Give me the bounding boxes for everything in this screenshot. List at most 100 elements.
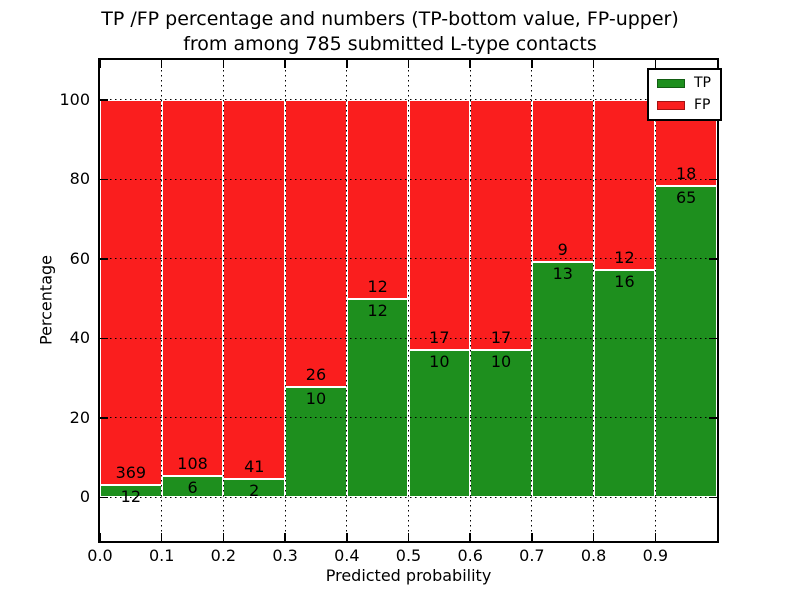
bar-segment-tp	[346, 298, 409, 498]
legend-entry-fp: FP	[657, 98, 711, 113]
fp-count-label: 17	[490, 328, 512, 348]
tp-count-label: 12	[120, 486, 142, 506]
x-tick-mark	[654, 533, 657, 541]
legend-entry-tp: TP	[657, 76, 711, 91]
tp-count-label: 16	[614, 272, 635, 292]
y-tick-mark	[100, 178, 108, 180]
bar-segment-tp	[470, 350, 532, 498]
tp-count-label: 10	[429, 352, 450, 372]
x-tick-label: 0.0	[87, 546, 113, 565]
fp-count-label: 108	[177, 454, 208, 474]
x-tick-mark-top	[222, 60, 225, 68]
x-gridline	[222, 60, 224, 541]
y-tick-label: 40	[69, 328, 90, 348]
y-tick-label: 60	[69, 248, 90, 268]
tp-count-label: 10	[305, 388, 327, 408]
bar-segment-fp	[285, 99, 347, 387]
x-tick-mark	[592, 533, 595, 541]
y-tick-label: 80	[69, 169, 90, 189]
x-gridline	[654, 60, 656, 541]
y-tick-mark	[100, 496, 108, 499]
tp-count-label: 10	[490, 352, 512, 372]
legend-label-tp: TP	[694, 75, 711, 91]
y-tick-mark-right	[709, 258, 717, 260]
x-tick-mark	[99, 533, 101, 541]
bar-segment-fp	[161, 99, 224, 477]
bar-segment-fp	[593, 99, 656, 271]
fp-count-label: 26	[305, 364, 327, 384]
bar-segment-tp	[655, 185, 717, 498]
y-tick-label: 20	[69, 407, 90, 427]
chart-title-line1: TP /FP percentage and numbers (TP-bottom…	[101, 8, 679, 30]
x-tick-mark	[284, 533, 286, 541]
y-tick-label: 0	[79, 487, 90, 507]
x-tick-mark-top	[531, 60, 533, 68]
bar-segment-fp	[408, 99, 471, 351]
bar-segment-fp	[470, 99, 532, 351]
x-tick-mark-top	[592, 60, 595, 68]
y-tick-mark-right	[709, 337, 717, 339]
y-tick-label: 100	[59, 89, 90, 109]
x-tick-label: 0.3	[272, 546, 298, 565]
bar-segment-tp	[593, 270, 656, 498]
x-tick-mark	[531, 533, 533, 541]
fp-count-label: 18	[675, 163, 697, 183]
x-tick-mark	[407, 533, 410, 541]
x-gridline	[593, 60, 595, 541]
x-tick-mark	[469, 533, 471, 541]
tp-count-label: 2	[249, 480, 260, 500]
legend: TP FP	[647, 68, 722, 121]
x-tick-mark-top	[346, 60, 348, 68]
x-axis-title: Predicted probability	[325, 566, 492, 585]
x-tick-label: 0.6	[457, 546, 483, 565]
fp-count-label: 12	[367, 276, 388, 296]
y-tick-mark	[100, 258, 108, 260]
x-gridline	[284, 60, 286, 541]
fp-count-label: 369	[115, 462, 147, 482]
legend-label-fp: FP	[694, 97, 711, 113]
x-tick-mark	[222, 533, 225, 541]
fp-count-label: 41	[244, 456, 265, 476]
fp-count-label: 12	[614, 248, 635, 268]
x-tick-label: 0.2	[210, 546, 237, 565]
y-tick-mark	[100, 337, 108, 339]
x-gridline	[469, 60, 471, 541]
bar-segment-tp	[285, 386, 347, 498]
bar-segment-tp	[531, 262, 594, 498]
x-gridline	[531, 60, 533, 541]
x-tick-mark-top	[284, 60, 286, 68]
tp-color-swatch	[657, 79, 685, 88]
x-gridline	[346, 60, 348, 541]
x-tick-mark-top	[407, 60, 410, 68]
x-tick-label: 0.8	[580, 546, 607, 565]
x-tick-mark	[160, 533, 163, 541]
x-tick-label: 0.9	[642, 546, 669, 565]
x-tick-label: 0.4	[334, 546, 360, 565]
x-gridline	[408, 60, 409, 541]
x-tick-label: 0.1	[148, 546, 175, 565]
y-tick-mark-right	[709, 496, 717, 499]
x-tick-mark-top	[160, 60, 163, 68]
tp-count-label: 6	[187, 478, 198, 498]
fp-count-label: 9	[557, 240, 568, 260]
y-tick-mark-right	[709, 178, 717, 180]
y-tick-mark	[100, 99, 108, 101]
x-tick-label: 0.5	[395, 546, 422, 565]
tp-count-label: 65	[675, 187, 697, 207]
tp-count-label: 13	[552, 264, 573, 284]
bar-segment-fp	[100, 99, 162, 485]
x-gridline	[161, 60, 163, 541]
bar-segment-fp	[531, 99, 594, 263]
x-tick-label: 0.7	[519, 546, 545, 565]
x-tick-mark-top	[469, 60, 471, 68]
chart-title: TP /FP percentage and numbers (TP-bottom…	[60, 7, 720, 57]
x-tick-mark	[346, 533, 348, 541]
fp-color-swatch	[657, 101, 685, 110]
chart-title-line2: from among 785 submitted L-type contacts	[183, 33, 597, 55]
bar-segment-tp	[408, 350, 471, 498]
y-tick-mark	[100, 417, 108, 419]
bar-segment-fp	[346, 99, 409, 299]
y-tick-mark-right	[709, 417, 717, 419]
bar-segment-fp	[223, 99, 286, 479]
